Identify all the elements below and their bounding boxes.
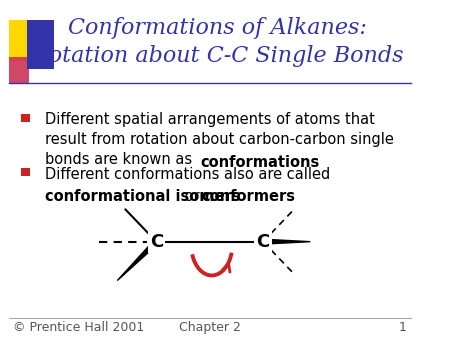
Bar xyxy=(9,57,29,83)
Text: C: C xyxy=(150,233,163,251)
Text: 1: 1 xyxy=(399,321,407,334)
Text: Conformations of Alkanes:
Rotation about C-C Single Bonds: Conformations of Alkanes: Rotation about… xyxy=(32,17,404,67)
Text: Different spatial arrangements of atoms that
result from rotation about carbon-c: Different spatial arrangements of atoms … xyxy=(45,112,394,167)
Polygon shape xyxy=(117,240,158,281)
Polygon shape xyxy=(265,239,310,244)
Text: C: C xyxy=(256,233,270,251)
Text: or: or xyxy=(180,189,204,204)
Text: conformers: conformers xyxy=(202,189,296,204)
Text: © Prentice Hall 2001: © Prentice Hall 2001 xyxy=(13,321,144,334)
Text: Different conformations also are called: Different conformations also are called xyxy=(45,167,331,182)
Bar xyxy=(9,20,37,61)
Bar xyxy=(27,20,54,69)
Text: conformations: conformations xyxy=(201,155,320,170)
Text: Chapter 2: Chapter 2 xyxy=(179,321,241,334)
Bar xyxy=(21,168,30,176)
Bar xyxy=(21,114,30,122)
Text: conformational isomers: conformational isomers xyxy=(45,189,241,204)
